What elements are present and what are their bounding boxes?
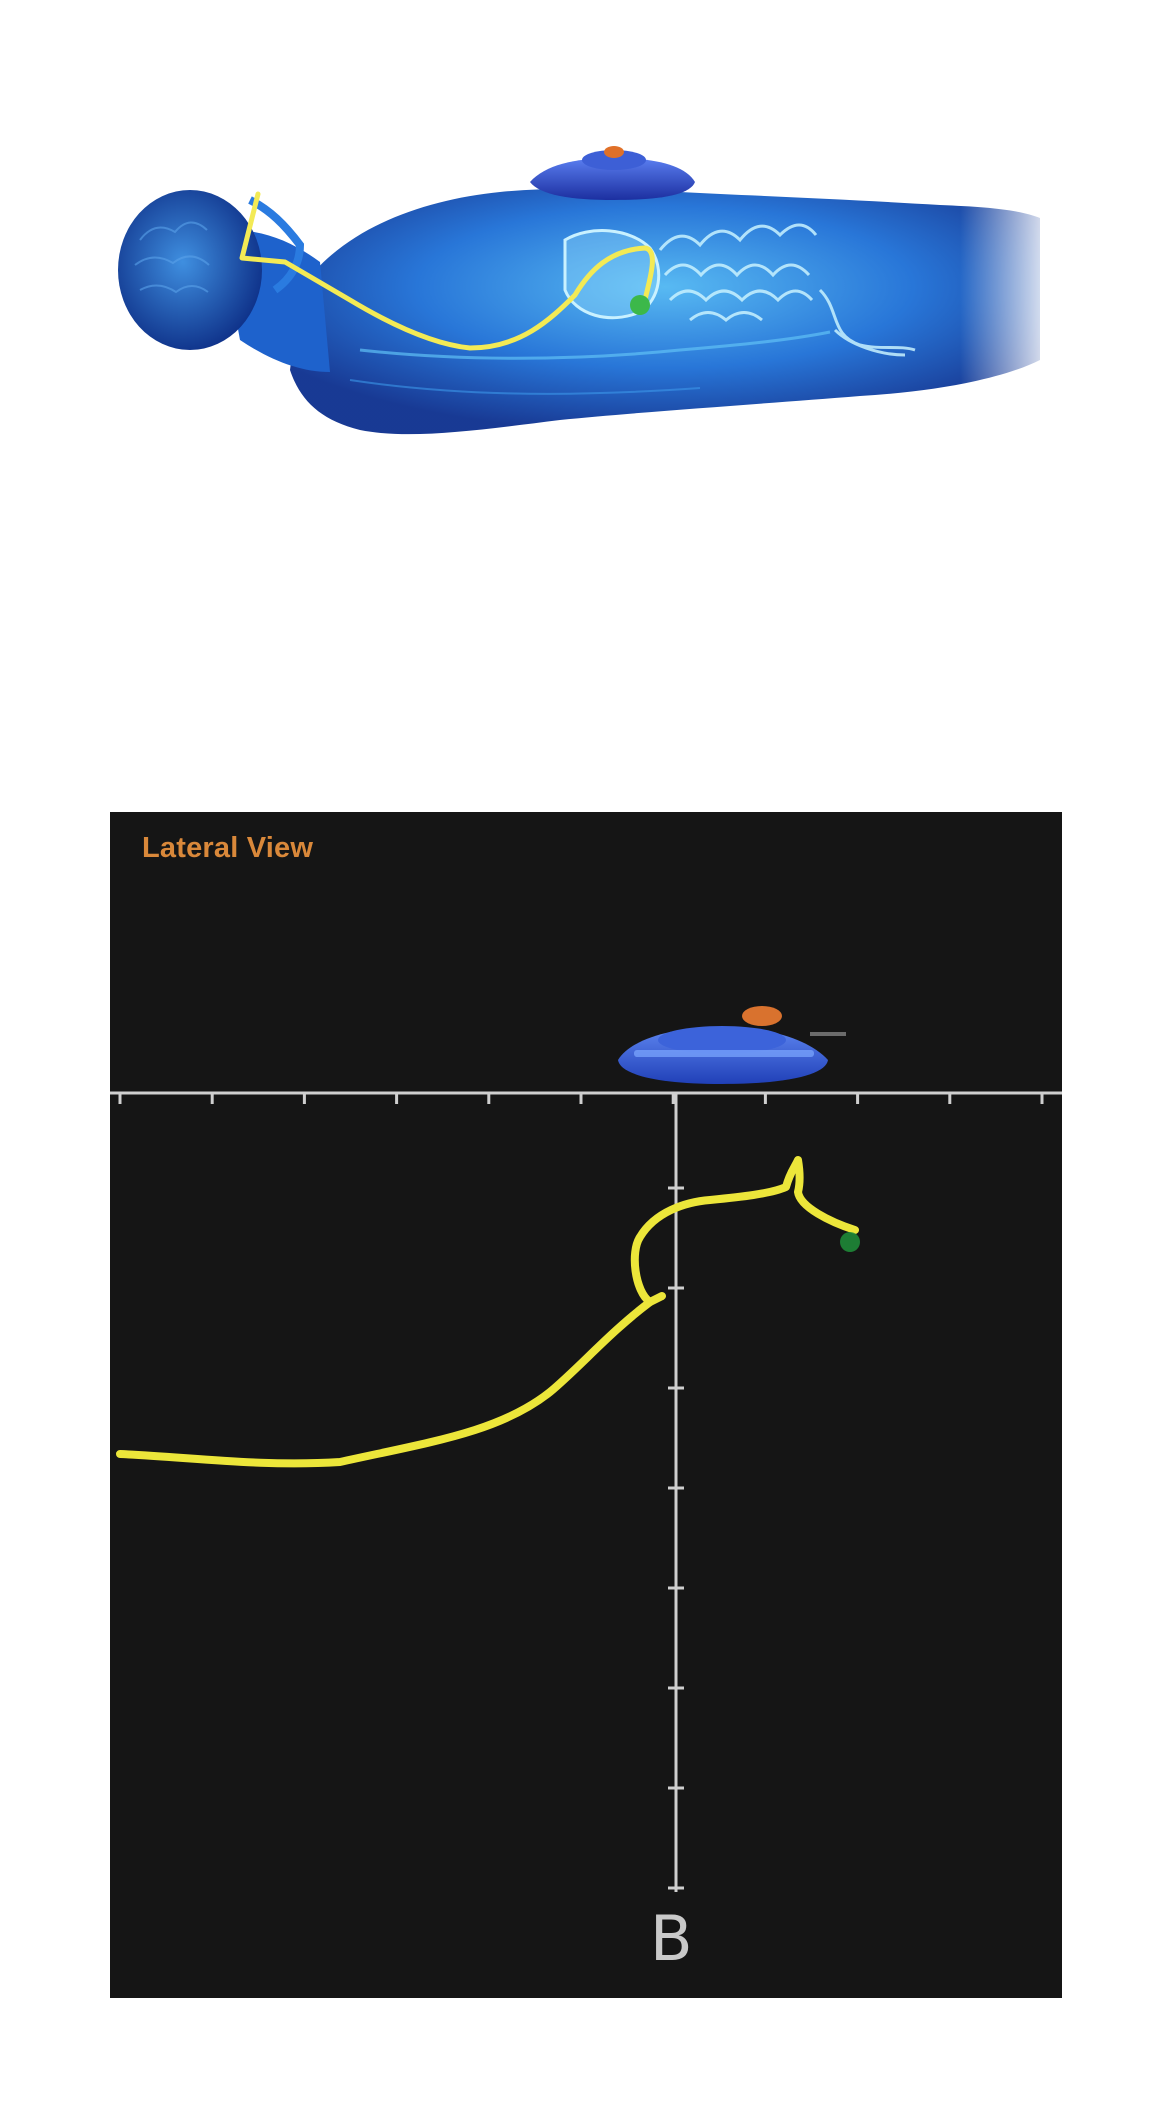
human-body xyxy=(118,180,1060,435)
panel-title: Lateral View xyxy=(142,832,314,864)
tube-tip-marker xyxy=(630,295,650,315)
receiver-unit-lateral xyxy=(618,1006,846,1084)
feeding-tube-path xyxy=(116,1156,859,1468)
panel-letter-label: B xyxy=(650,1902,693,1975)
brain-illustration xyxy=(134,221,210,294)
lateral-view-canvas xyxy=(110,1006,1062,1892)
head-illustration xyxy=(118,190,262,350)
body-illustration xyxy=(118,146,1060,435)
feeding-tube-illustration xyxy=(239,191,655,351)
intestines-illustration xyxy=(658,223,916,357)
tube-tip-lateral xyxy=(840,1232,860,1252)
stomach-illustration xyxy=(563,229,661,320)
vertical-axis xyxy=(668,1093,684,1892)
lateral-view-panel: Lateral View B xyxy=(110,812,1062,1998)
receiver-unit-illustration xyxy=(530,146,695,200)
horizontal-axis xyxy=(110,1091,1062,1104)
